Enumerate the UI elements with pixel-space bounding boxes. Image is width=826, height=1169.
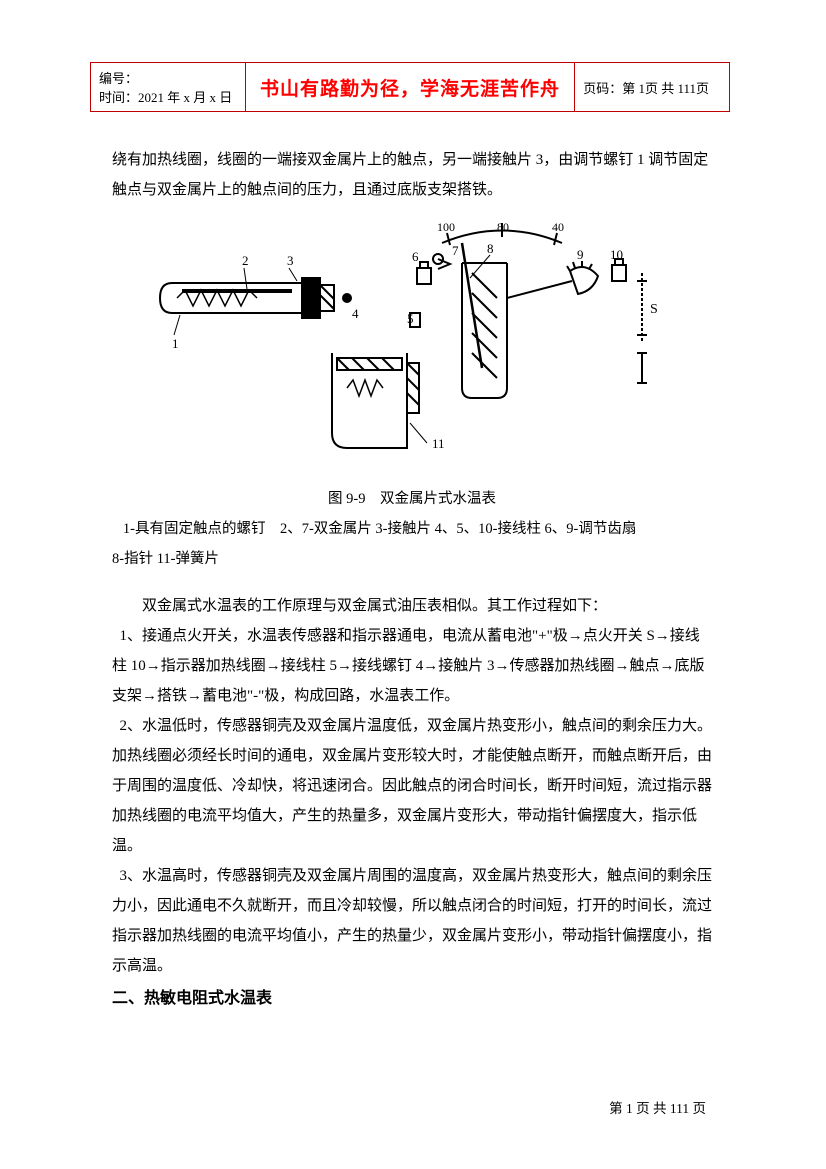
label-2: 2 — [242, 253, 249, 268]
figure-legend-2: 8-指针 11-弹簧片 — [112, 546, 712, 574]
serial-label: 编号： — [99, 68, 237, 87]
figure-legend-1: 1-具有固定触点的螺钉 2、7-双金属片 3-接触片 4、5、10-接线柱 6、… — [112, 516, 712, 544]
item-1: 1、接通点火开关，水温表传感器和指示器通电，电流从蓄电池"+"极→点火开关 S→… — [112, 621, 712, 711]
label-6: 6 — [412, 249, 419, 264]
label-1: 1 — [172, 336, 179, 351]
label-s: S — [650, 302, 658, 317]
label-7: 7 — [452, 243, 459, 258]
section-heading: 二、热敏电阻式水温表 — [112, 983, 712, 1015]
item-3: 3、水温高时，传感器铜壳及双金属片周围的温度高，双金属片热变形大，触点间的剩余压… — [112, 861, 712, 981]
paragraph-2: 双金属式水温表的工作原理与双金属式油压表相似。其工作过程如下： — [112, 591, 712, 621]
scale-40: 40 — [552, 223, 564, 234]
item-2: 2、水温低时，传感器铜壳及双金属片温度低，双金属片热变形小，触点间的剩余压力大。… — [112, 711, 712, 861]
label-3: 3 — [287, 253, 294, 268]
label-9: 9 — [577, 247, 584, 262]
label-4: 4 — [352, 306, 359, 321]
header-table: 编号： 时间：2021 年 x 月 x 日 书山有路勤为径，学海无涯苦作舟 页码… — [90, 62, 730, 112]
label-10: 10 — [610, 247, 623, 262]
date-line: 时间：2021 年 x 月 x 日 — [99, 87, 237, 106]
paragraph-1: 绕有加热线圈，线圈的一端接双金属片上的触点，另一端接触片 3，由调节螺钉 1 调… — [112, 145, 712, 205]
header-right-cell: 页码：第 1页 共 111页 — [575, 63, 730, 112]
header-left-cell: 编号： 时间：2021 年 x 月 x 日 — [91, 63, 246, 112]
page-label: 页码：第 1页 共 111页 — [583, 81, 709, 96]
scale-80: 80 — [497, 223, 509, 234]
diagram-svg: 1 2 3 4 11 — [152, 223, 672, 473]
figure-9-9: 1 2 3 4 11 — [152, 223, 672, 473]
label-8: 8 — [487, 241, 494, 256]
header-motto: 书山有路勤为径，学海无涯苦作舟 — [260, 79, 560, 100]
scale-100: 100 — [437, 223, 455, 234]
figure-caption: 图 9-9 双金属片式水温表 — [112, 485, 712, 514]
label-5: 5 — [407, 311, 414, 326]
label-11: 11 — [432, 436, 445, 451]
header-center-cell: 书山有路勤为径，学海无涯苦作舟 — [245, 63, 574, 112]
footer-page-number: 第 1 页 共 111 页 — [609, 1097, 706, 1117]
content-area: 绕有加热线圈，线圈的一端接双金属片上的触点，另一端接触片 3，由调节螺钉 1 调… — [112, 145, 712, 1015]
